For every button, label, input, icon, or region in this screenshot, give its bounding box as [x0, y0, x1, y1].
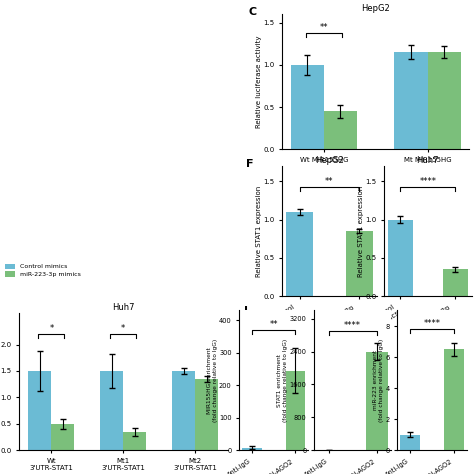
- Text: *: *: [49, 324, 54, 333]
- Y-axis label: MIR155HG enrichment
(fold change relative to IgG): MIR155HG enrichment (fold change relativ…: [207, 339, 218, 422]
- Bar: [443, 269, 468, 296]
- Text: **: **: [325, 177, 334, 186]
- Title: HepG2: HepG2: [361, 4, 390, 13]
- Bar: [51, 424, 74, 450]
- Bar: [123, 432, 146, 450]
- Bar: [286, 212, 313, 296]
- Bar: [243, 448, 262, 450]
- Y-axis label: STAT1 enrichment
(fold change relative to IgG): STAT1 enrichment (fold change relative t…: [277, 339, 288, 422]
- Text: ****: ****: [424, 319, 441, 328]
- Y-axis label: Relative STAT1 expression: Relative STAT1 expression: [358, 185, 364, 277]
- Bar: [388, 219, 413, 296]
- Bar: [401, 435, 420, 450]
- Text: ****: ****: [344, 321, 361, 330]
- Bar: [324, 111, 357, 149]
- Y-axis label: miR-223 enrichment
(fold change relative to IgG): miR-223 enrichment (fold change relative…: [373, 339, 384, 422]
- Y-axis label: Relative STAT1 expression: Relative STAT1 expression: [256, 185, 262, 277]
- Bar: [285, 371, 305, 450]
- Legend: Control mimics, miR-223-3p mimics: Control mimics, miR-223-3p mimics: [5, 264, 81, 277]
- Bar: [366, 352, 388, 450]
- Bar: [428, 52, 461, 149]
- Title: Huh7: Huh7: [417, 156, 439, 165]
- Text: *: *: [121, 324, 125, 333]
- Title: Huh7: Huh7: [112, 303, 135, 312]
- Title: HepG2: HepG2: [315, 156, 344, 165]
- Y-axis label: Relative luciferase activity: Relative luciferase activity: [256, 36, 262, 128]
- Bar: [28, 371, 51, 450]
- Bar: [195, 379, 218, 450]
- Text: C: C: [248, 8, 256, 18]
- Bar: [394, 52, 428, 149]
- Bar: [291, 65, 324, 149]
- Text: **: **: [319, 23, 328, 32]
- Bar: [346, 231, 373, 296]
- Text: I: I: [244, 306, 248, 316]
- Bar: [445, 349, 464, 450]
- Bar: [172, 371, 195, 450]
- Bar: [100, 371, 123, 450]
- Text: **: **: [270, 320, 278, 329]
- Text: F: F: [246, 159, 254, 169]
- Text: ****: ****: [419, 177, 436, 186]
